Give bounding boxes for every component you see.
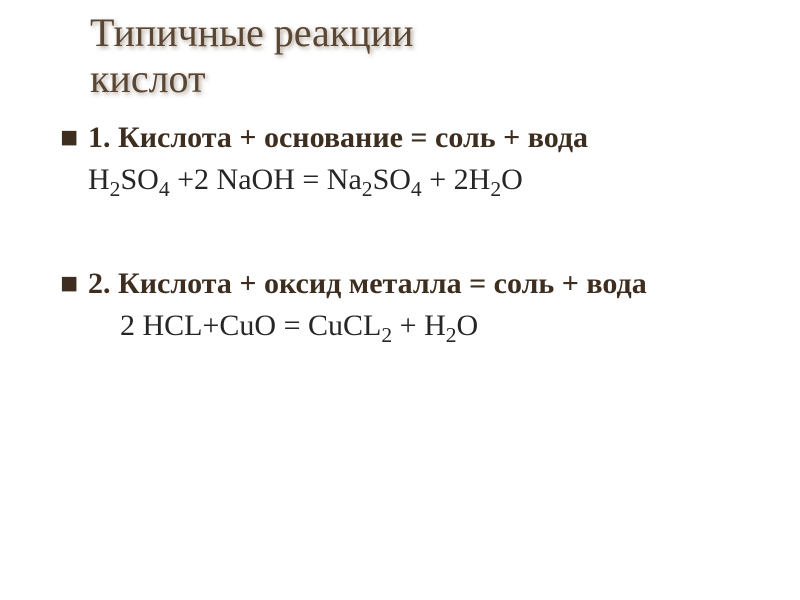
eq2-s2: 2 [446, 323, 457, 347]
eq1-p5: + 2H [422, 163, 491, 196]
eq1-p6: O [501, 163, 523, 196]
slide: Типичные реакции кислот ■1. Кислота + ос… [0, 0, 800, 600]
eq2-p2: + H [392, 309, 446, 342]
bullet-icon: ■ [60, 266, 88, 302]
item-2-equation: 2 HCL+CuO = CuCL2 + H2O [60, 308, 770, 344]
item-1-heading-text: 1. Кислота + основание = соль + вода [88, 121, 588, 154]
title-line-1: Типичные реакции [90, 10, 413, 55]
eq1-p2: SO [120, 163, 158, 196]
eq1-s1: 2 [110, 177, 121, 201]
eq1-p1: H [88, 163, 110, 196]
bullet-icon: ■ [60, 120, 88, 156]
eq2-p1: 2 HCL+CuO = CuCL [120, 309, 381, 342]
eq1-s4: 4 [411, 177, 422, 201]
eq1-s3: 2 [362, 177, 373, 201]
eq1-s5: 2 [490, 177, 501, 201]
item-2-heading-text: 2. Кислота + оксид металла = соль + вода [88, 267, 647, 300]
item-2: ■2. Кислота + оксид металла = соль + вод… [60, 266, 770, 344]
slide-title: Типичные реакции кислот [60, 10, 770, 102]
eq1-s2: 4 [159, 177, 170, 201]
spacer [60, 226, 770, 266]
title-line-2: кислот [90, 56, 206, 101]
item-1-equation: H2SO4 +2 NaOH = Na2SO4 + 2H2O [60, 162, 770, 198]
eq1-p3: +2 NaOH = Na [170, 163, 362, 196]
eq2-p3: O [457, 309, 479, 342]
item-1: ■1. Кислота + основание = соль + вода H2… [60, 120, 770, 198]
eq2-s1: 2 [381, 323, 392, 347]
item-1-heading: ■1. Кислота + основание = соль + вода [60, 120, 770, 156]
item-2-heading: ■2. Кислота + оксид металла = соль + вод… [60, 266, 770, 302]
eq1-p4: SO [373, 163, 411, 196]
